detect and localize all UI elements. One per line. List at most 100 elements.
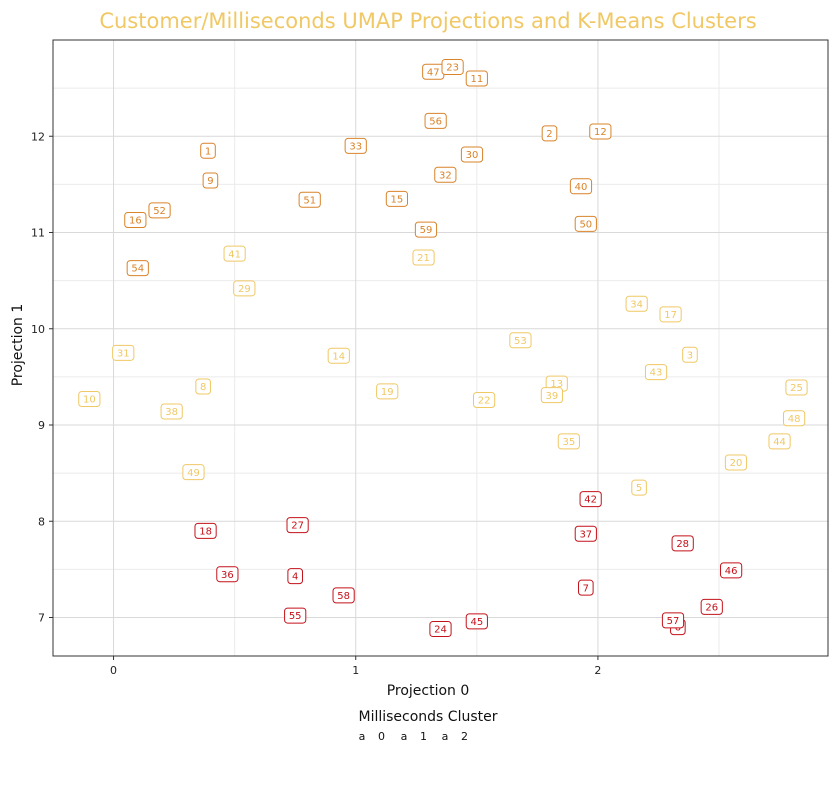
point-label-text: 24 [434, 625, 447, 636]
point-label-text: 53 [514, 336, 527, 347]
point-label-53: 53 [509, 332, 532, 349]
point-label-9: 9 [202, 172, 219, 189]
point-label-box [578, 579, 594, 596]
point-label-box [216, 566, 239, 583]
point-label-text: 54 [131, 264, 144, 275]
point-label-16: 16 [124, 211, 147, 228]
point-label-text: 23 [446, 63, 459, 74]
point-label-box [327, 347, 350, 364]
point-label-text: 17 [664, 310, 677, 321]
y-tick-label: 12 [31, 130, 45, 143]
point-label-box [126, 260, 149, 277]
point-label-box [671, 535, 694, 552]
point-label-text: 47 [427, 67, 440, 78]
point-label-text: 16 [129, 216, 142, 227]
point-label-box [414, 221, 438, 238]
point-label-59: 59 [414, 221, 438, 238]
point-label-box [195, 378, 211, 395]
point-label-text: 19 [381, 387, 394, 398]
point-label-box [376, 383, 399, 400]
point-label-text: 42 [584, 495, 597, 506]
point-label-21: 21 [412, 249, 435, 266]
point-label-text: 27 [291, 521, 304, 532]
point-label-text: 15 [391, 194, 404, 205]
point-label-17: 17 [659, 306, 682, 323]
point-label-52: 52 [148, 202, 171, 219]
point-label-text: 51 [303, 195, 316, 206]
point-label-box [659, 306, 682, 323]
legend-key-glyph: a [401, 730, 408, 743]
point-label-box [472, 391, 496, 408]
point-label-38: 38 [160, 403, 183, 420]
point-label-39: 39 [540, 387, 564, 404]
point-label-box [541, 125, 558, 142]
point-label-text: 58 [337, 591, 350, 602]
point-label-text: 21 [417, 253, 430, 264]
point-label-box [682, 346, 698, 363]
point-label-14: 14 [327, 347, 350, 364]
point-label-57: 57 [661, 612, 685, 629]
point-label-box [557, 433, 580, 450]
point-label-text: 31 [117, 348, 130, 359]
point-label-box [720, 562, 743, 579]
point-label-text: 57 [667, 616, 680, 627]
point-label-text: 1 [205, 146, 211, 157]
point-label-29: 29 [233, 280, 256, 297]
point-label-text: 39 [546, 391, 559, 402]
point-label-text: 52 [153, 206, 166, 217]
point-label-box [768, 433, 791, 450]
point-label-1: 1 [200, 142, 216, 159]
point-label-58: 58 [332, 587, 355, 604]
point-label-48: 48 [782, 410, 806, 427]
point-label-box [223, 245, 246, 262]
point-label-44: 44 [768, 433, 791, 450]
point-label-box [424, 112, 447, 129]
point-label-box [785, 379, 808, 396]
point-label-text: 36 [221, 570, 234, 581]
point-label-text: 28 [676, 539, 689, 550]
point-label-box [344, 137, 367, 154]
point-label-box [441, 58, 464, 75]
point-label-40: 40 [569, 178, 593, 195]
point-label-51: 51 [298, 191, 321, 208]
point-label-text: 48 [788, 414, 801, 425]
point-label-47: 47 [422, 63, 445, 80]
point-label-text: 26 [705, 603, 718, 614]
point-label-box [631, 479, 647, 496]
point-label-box [286, 517, 309, 534]
point-label-box [569, 178, 593, 195]
point-label-box [429, 621, 452, 638]
point-label-36: 36 [216, 566, 239, 583]
point-label-box [160, 403, 183, 420]
legend-label: 1 [420, 730, 427, 743]
legend-key-glyph: a [442, 730, 449, 743]
point-label-text: 14 [332, 351, 345, 362]
point-label-box [625, 295, 648, 312]
points: 1031388494129141921225313393534174335204… [78, 58, 808, 638]
point-label-31: 31 [112, 344, 135, 361]
point-label-43: 43 [644, 364, 668, 381]
point-label-24: 24 [429, 621, 452, 638]
point-label-25: 25 [785, 379, 808, 396]
legend-label: 0 [378, 730, 385, 743]
point-label-text: 43 [650, 368, 663, 379]
point-label-50: 50 [574, 215, 597, 232]
point-label-text: 46 [725, 566, 738, 577]
point-label-34: 34 [625, 295, 648, 312]
point-label-box [661, 612, 685, 629]
point-label-box [298, 191, 321, 208]
x-tick-label: 1 [352, 664, 359, 677]
y-tick-label: 11 [31, 227, 45, 240]
point-label-box [284, 607, 307, 624]
point-label-35: 35 [557, 433, 580, 450]
point-label-11: 11 [465, 70, 488, 87]
point-label-box [78, 391, 101, 408]
point-label-text: 38 [165, 407, 178, 418]
x-tick-label: 2 [594, 664, 601, 677]
point-label-22: 22 [472, 391, 496, 408]
y-axis-title: Projection 1 [10, 304, 26, 387]
legend-key-glyph: a [359, 730, 366, 743]
